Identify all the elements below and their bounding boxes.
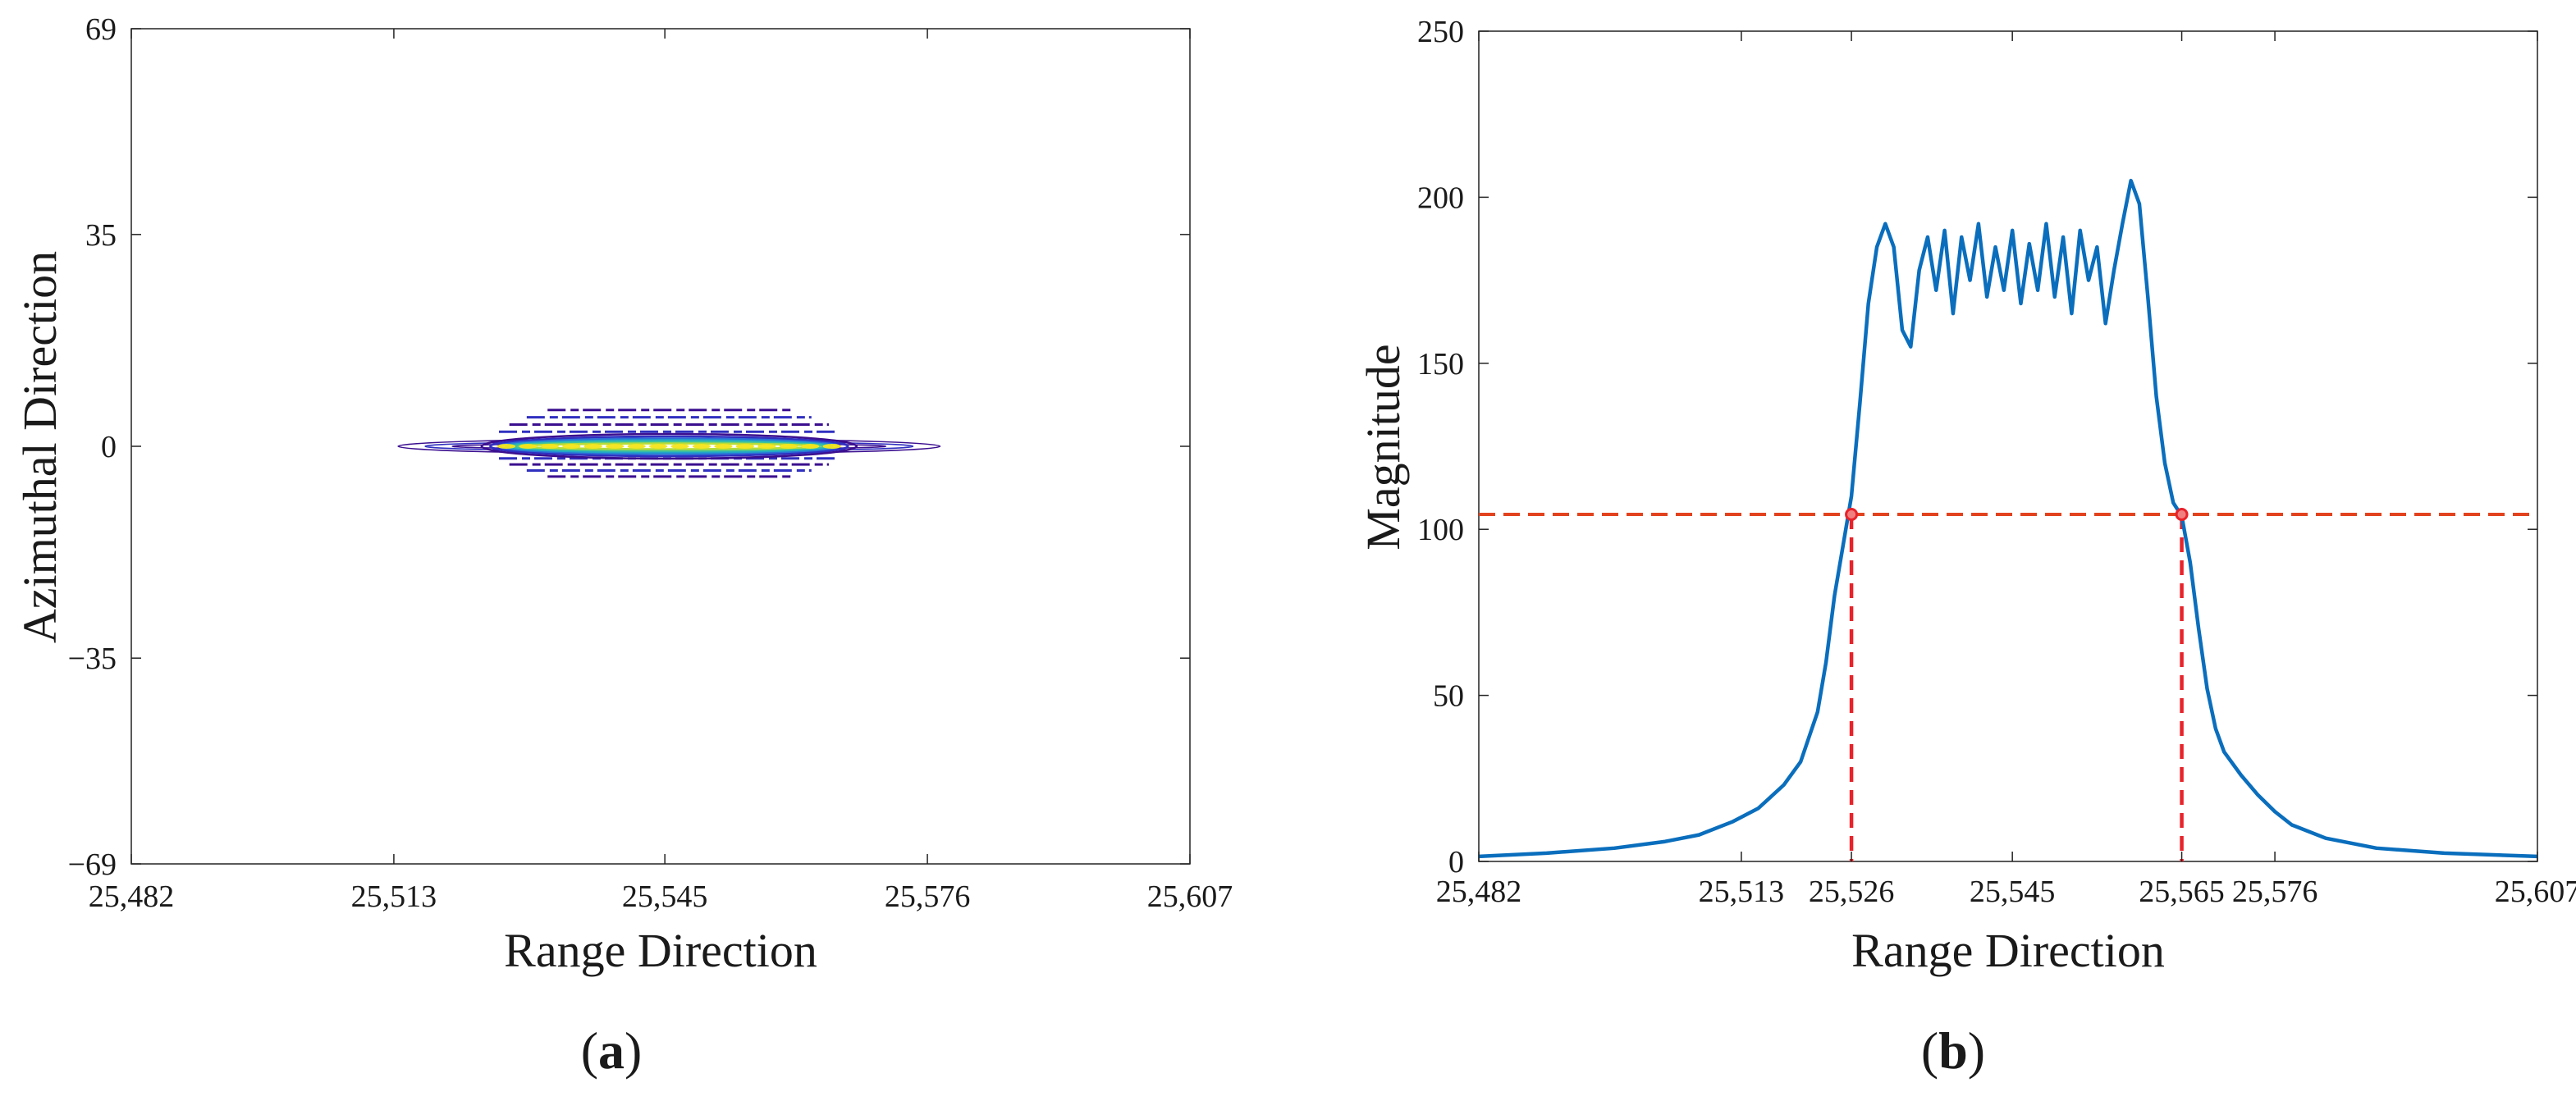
panel-b-threshold-lines bbox=[1479, 512, 2537, 861]
panel-a-peak-blob bbox=[757, 444, 776, 449]
panel-a-mainlobe-contour bbox=[489, 435, 849, 458]
panel-a-peak-blob bbox=[801, 444, 820, 449]
panel-b-crossing-marker bbox=[1845, 507, 1859, 521]
panel-a-peak-blob bbox=[692, 444, 711, 449]
panel-b-x-tick-label: 25,545 bbox=[1970, 875, 2056, 909]
panel-b-y-axis-label: Magnitude bbox=[1357, 344, 1410, 550]
panel-b-plot-area bbox=[1478, 30, 2538, 862]
panel-a-contour-plot bbox=[397, 409, 941, 478]
panel-a-x-tick-label: 25,545 bbox=[622, 879, 708, 914]
panel-a-peak-blob bbox=[519, 444, 538, 449]
panel-a-y-tick-label: 69 bbox=[85, 12, 117, 47]
panel-b-magnitude-line bbox=[1478, 178, 2538, 859]
panel-a-label: (a) bbox=[581, 1021, 643, 1080]
panel-a-y-ticks: 69 35 0 −35 −69 bbox=[68, 12, 1190, 882]
panel-a-y-tick-label: −35 bbox=[68, 642, 117, 676]
panel-b-x-tick-label: 25,513 bbox=[1699, 875, 1785, 909]
panel-b-y-ticks: 0 50 100 150 200 250 bbox=[1417, 15, 2537, 879]
panel-b-x-tick-label: 25,526 bbox=[1809, 875, 1895, 909]
panel-a-mainlobe-contour bbox=[480, 432, 858, 460]
panel-a-peak-blob bbox=[822, 444, 841, 449]
panel-a-peak-blob bbox=[735, 444, 754, 449]
panel-a-peak-blob bbox=[714, 444, 733, 449]
panel-a-peak-blob bbox=[540, 444, 559, 449]
panel-a-peak-blob bbox=[627, 444, 646, 449]
panel-b: 25,482 25,513 25,526 25,545 25,565 25,576 25,6… bbox=[1357, 15, 2576, 1080]
panel-a-peak-blob bbox=[779, 444, 798, 449]
panel-b-y-tick-label: 0 bbox=[1448, 845, 1464, 879]
panel-b-y-tick-label: 250 bbox=[1417, 15, 1464, 49]
panel-a-y-tick-label: 0 bbox=[101, 430, 117, 464]
panel-a-y-tick-label: 35 bbox=[85, 218, 117, 253]
panel-a-peak-blob bbox=[606, 444, 625, 449]
panel-a-peak-blob bbox=[562, 444, 581, 449]
panel-a-x-tick-label: 25,576 bbox=[885, 879, 971, 914]
panel-a-x-axis-label: Range Direction bbox=[504, 924, 817, 977]
panel-a-peak-blob bbox=[583, 444, 602, 449]
panel-a-peak-blob bbox=[648, 444, 668, 449]
panel-a-x-tick-label: 25,482 bbox=[89, 879, 175, 914]
panel-b-x-tick-label: 25,482 bbox=[1436, 875, 1522, 909]
panel-b-crossing-markers bbox=[1845, 507, 2189, 521]
panel-a-x-ticks: 25,482 25,513 25,545 25,576 25,607 bbox=[89, 29, 1233, 914]
panel-a-y-tick-label: −69 bbox=[68, 847, 117, 882]
panel-b-x-ticks: 25,482 25,513 25,526 25,545 25,565 25,576 25,6… bbox=[1436, 31, 2576, 909]
panel-b-y-tick-label: 100 bbox=[1417, 513, 1464, 547]
panel-b-x-tick-label: 25,576 bbox=[2232, 875, 2318, 909]
panel-a-x-tick-label: 25,513 bbox=[351, 879, 437, 914]
panel-b-crossing-marker bbox=[2175, 507, 2189, 521]
panel-a-peak-blob bbox=[670, 444, 689, 449]
panel-b-y-tick-label: 200 bbox=[1417, 180, 1464, 215]
panel-a: 25,482 25,513 25,545 25,576 25,607 69 35 0 −35 −… bbox=[13, 12, 1233, 1080]
panel-b-y-tick-label: 50 bbox=[1433, 679, 1464, 714]
panel-b-y-tick-label: 150 bbox=[1417, 347, 1464, 381]
panel-b-x-axis-label: Range Direction bbox=[1851, 924, 2165, 977]
panel-b-x-tick-label: 25,607 bbox=[2495, 875, 2576, 909]
panel-a-y-axis-label: Azimuthal Direction bbox=[13, 251, 66, 643]
panel-a-peak-blob bbox=[496, 444, 516, 449]
panel-a-x-tick-label: 25,607 bbox=[1147, 879, 1233, 914]
panel-b-label: (b) bbox=[1921, 1021, 1985, 1080]
panel-b-x-tick-label: 25,565 bbox=[2139, 875, 2225, 909]
